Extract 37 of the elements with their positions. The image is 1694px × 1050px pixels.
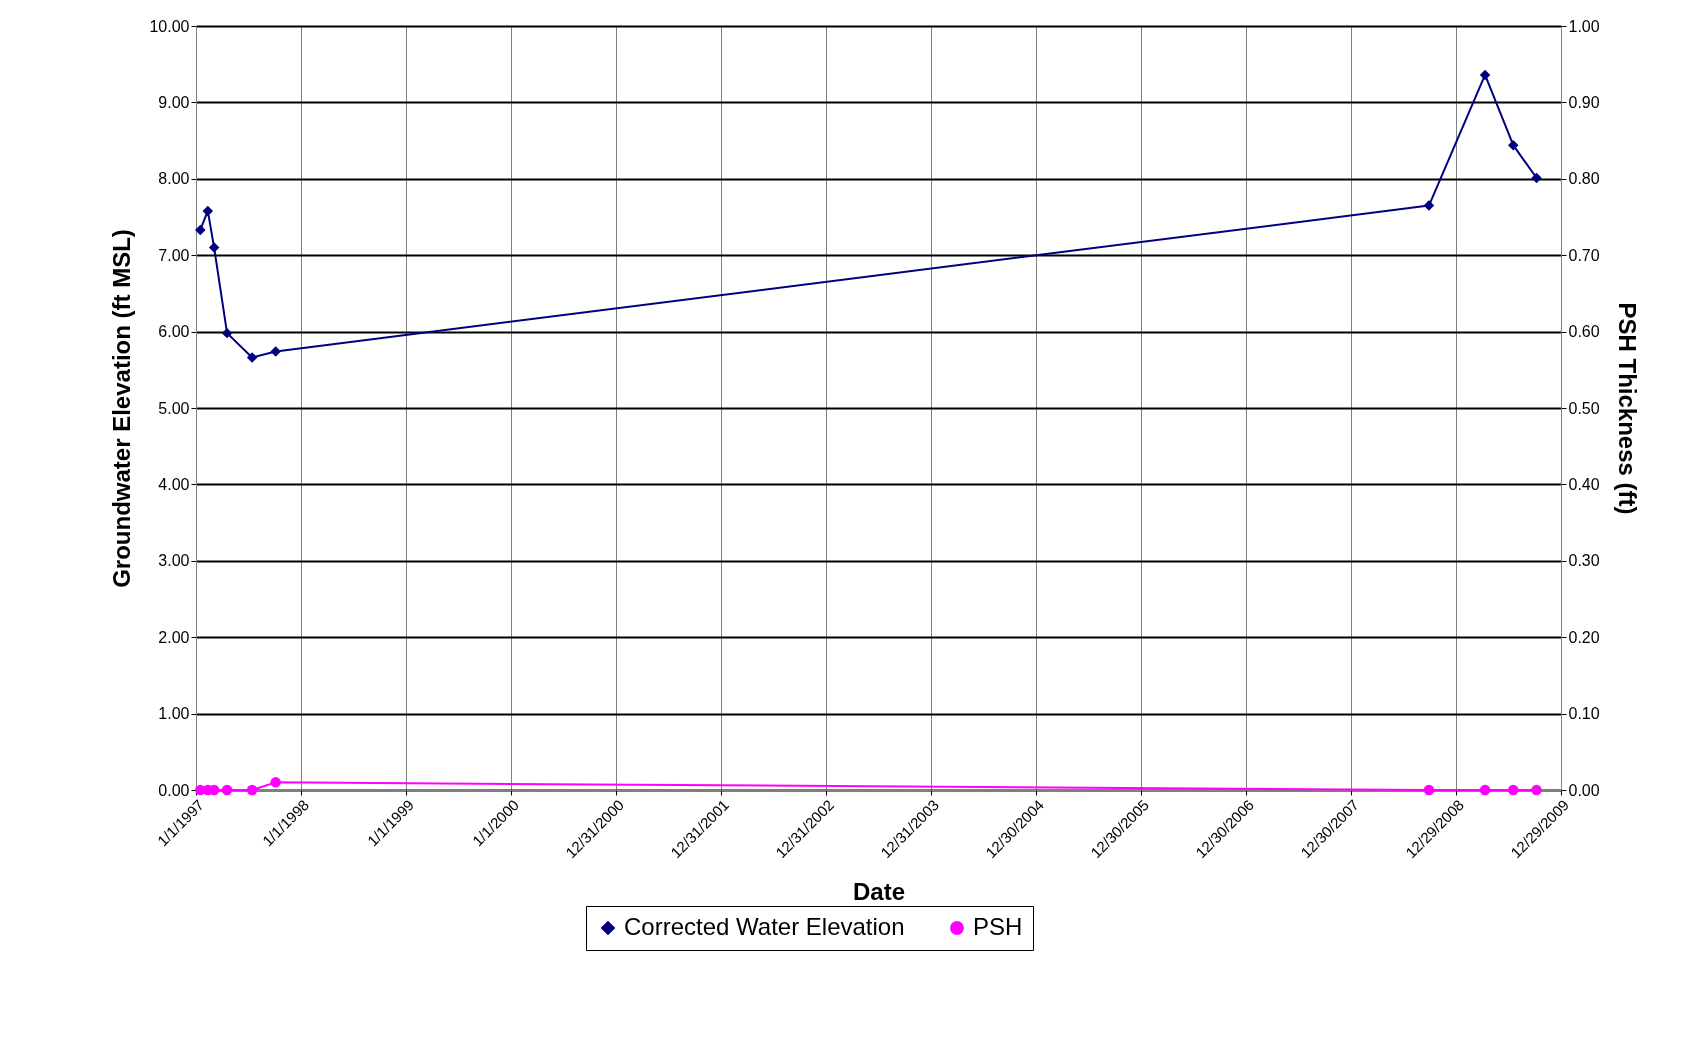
y-tick-label: 0.00	[158, 781, 190, 799]
y2-tick-label: 0.80	[1568, 170, 1600, 188]
y2-tick-label: 0.00	[1568, 781, 1600, 799]
y-tick-label: 1.00	[158, 705, 190, 723]
legend-label: PSH	[973, 913, 1023, 940]
y-tick-label: 6.00	[158, 323, 190, 341]
y-tick-label: 9.00	[158, 93, 190, 111]
y2-axis-title: PSH Thickness (ft)	[1613, 302, 1641, 515]
point	[1479, 69, 1491, 81]
y2-tick-label: 0.20	[1568, 628, 1600, 646]
y2-tick-label: 0.40	[1568, 475, 1600, 493]
point	[270, 346, 281, 357]
point	[1508, 139, 1519, 151]
y-tick-label: 7.00	[158, 246, 190, 264]
point	[1423, 200, 1435, 211]
y2-tick-label: 0.90	[1568, 93, 1600, 111]
y2-tick-label: 0.30	[1568, 552, 1600, 570]
point	[208, 242, 220, 253]
y-tick-label: 8.00	[158, 170, 190, 188]
y-tick-label: 5.00	[158, 399, 190, 417]
y-tick-label: 4.00	[158, 475, 190, 493]
y-tick-label: 3.00	[158, 552, 190, 570]
y-tick-label: 2.00	[158, 628, 190, 646]
y2-tick-label: 0.10	[1568, 705, 1600, 723]
y2-tick-label: 0.60	[1568, 323, 1600, 341]
point	[202, 205, 214, 217]
x-axis-title: Date	[852, 878, 906, 906]
point	[221, 327, 233, 339]
point	[246, 352, 258, 363]
y2-tick-label: 1.00	[1568, 17, 1600, 35]
point	[195, 224, 206, 236]
legend-label: Corrected Water Elevation	[624, 913, 905, 940]
y2-tick-label: 0.50	[1568, 399, 1600, 417]
y-axis-title: Groundwater Elevation (ft MSL)	[108, 229, 136, 588]
point	[1531, 172, 1542, 184]
y-tick-label: 10.00	[149, 17, 190, 35]
y2-tick-label: 0.70	[1568, 246, 1600, 264]
